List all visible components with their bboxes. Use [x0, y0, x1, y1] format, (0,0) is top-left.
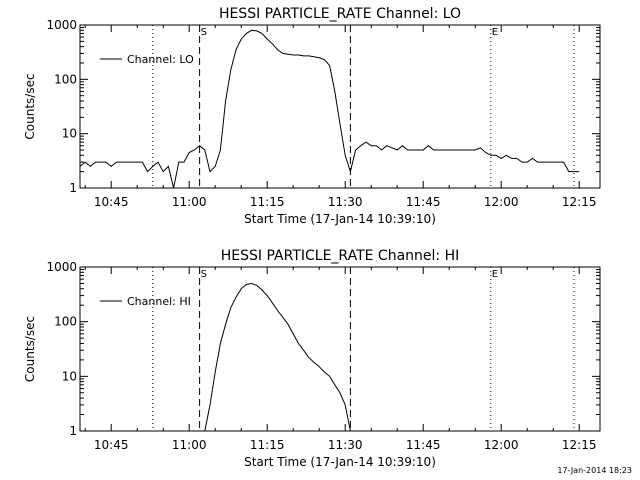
- x-tick-label: 11:15: [250, 195, 285, 209]
- legend-label: Channel: LO: [127, 53, 194, 66]
- plot-frame: [79, 266, 601, 432]
- y-tick-label: 100: [54, 72, 77, 86]
- time-marker-label: E: [492, 27, 498, 38]
- panel-channel-hi: HESSI PARTICLE_RATE Channel: HI Start Tim…: [23, 248, 601, 469]
- panel-channel-lo: HESSI PARTICLE_RATE Channel: LO Start Tim…: [23, 6, 601, 226]
- x-tick-label: 11:15: [250, 438, 285, 452]
- y-tick-label: 100: [54, 315, 77, 329]
- legend-label: Channel: HI: [127, 295, 191, 308]
- chart-title: HESSI PARTICLE_RATE Channel: HI: [221, 248, 459, 264]
- x-axis-label: Start Time (17-Jan-14 10:39:10): [244, 455, 436, 469]
- y-tick-label: 10: [62, 127, 77, 141]
- time-marker-label: S: [201, 27, 207, 38]
- x-tick-label: 11:00: [172, 438, 207, 452]
- y-tick-label: 1000: [46, 260, 77, 274]
- x-tick-label: 12:00: [484, 438, 519, 452]
- x-tick-label: 11:00: [172, 195, 207, 209]
- x-axis-label: Start Time (17-Jan-14 10:39:10): [244, 212, 436, 226]
- x-tick-label: 10:45: [94, 195, 129, 209]
- time-marker-label: E: [492, 269, 498, 280]
- x-tick-label: 11:30: [328, 195, 363, 209]
- x-tick-label: 11:30: [328, 438, 363, 452]
- time-marker-label: S: [201, 269, 207, 280]
- x-tick-label: 12:15: [562, 195, 597, 209]
- timestamp: 17-Jan-2014 18:23: [557, 466, 632, 475]
- series-line: [204, 282, 351, 432]
- y-tick-label: 10: [62, 369, 77, 383]
- x-tick-label: 12:15: [562, 438, 597, 452]
- chart-title: HESSI PARTICLE_RATE Channel: LO: [219, 6, 461, 22]
- x-tick-label: 10:45: [94, 438, 129, 452]
- y-tick-label: 1000: [46, 18, 77, 32]
- y-tick-label: 1: [69, 424, 77, 438]
- series-line: [79, 29, 580, 189]
- y-axis-label: Counts/sec: [23, 73, 37, 139]
- x-tick-label: 12:00: [484, 195, 519, 209]
- y-tick-label: 1: [69, 181, 77, 195]
- x-tick-label: 11:45: [406, 438, 441, 452]
- plot-frame: [79, 24, 601, 189]
- y-axis-label: Counts/sec: [23, 316, 37, 382]
- x-tick-label: 11:45: [406, 195, 441, 209]
